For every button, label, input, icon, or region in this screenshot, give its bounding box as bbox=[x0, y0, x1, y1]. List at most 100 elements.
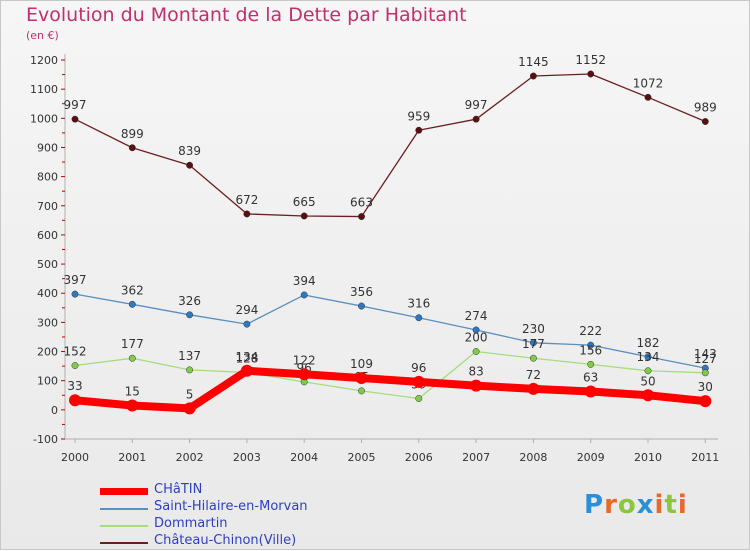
data-label-ch-tin: 33 bbox=[67, 379, 82, 393]
data-point-saint-hilaire-en-morvan bbox=[415, 314, 423, 322]
y-tick-label: 500 bbox=[37, 258, 58, 271]
data-point-ch-tin bbox=[69, 394, 81, 407]
y-tick-label: 600 bbox=[37, 229, 58, 242]
legend-swatch bbox=[100, 508, 148, 510]
legend-swatch bbox=[100, 488, 148, 495]
legend-label: Dommartin bbox=[154, 516, 228, 531]
series-line-ch-teau-chinon-ville bbox=[74, 73, 706, 218]
legend-swatch bbox=[100, 542, 148, 544]
data-label-ch-tin: 109 bbox=[350, 357, 373, 371]
data-point-ch-tin bbox=[126, 399, 139, 412]
data-point-saint-hilaire-en-morvan bbox=[243, 320, 251, 328]
x-tick-label: 2005 bbox=[348, 451, 376, 464]
series-line-ch-tin bbox=[71, 366, 710, 413]
data-label-saint-hilaire-en-morvan: 294 bbox=[235, 303, 258, 317]
data-label-ch-teau-chinon-ville: 672 bbox=[235, 193, 258, 207]
data-point-dommartin bbox=[71, 362, 79, 369]
x-tick-label: 2011 bbox=[691, 451, 719, 464]
y-tick-label: 700 bbox=[37, 200, 58, 213]
data-label-saint-hilaire-en-morvan: 316 bbox=[407, 297, 430, 311]
x-tick-label: 2008 bbox=[519, 451, 547, 464]
data-point-ch-teau-chinon-ville bbox=[415, 126, 423, 134]
data-point-saint-hilaire-en-morvan bbox=[529, 339, 537, 347]
chart-title: Evolution du Montant de la Dette par Hab… bbox=[26, 4, 467, 26]
data-point-ch-teau-chinon-ville bbox=[300, 212, 308, 220]
data-label-ch-tin: 72 bbox=[526, 368, 541, 382]
x-tick-label: 2003 bbox=[233, 451, 261, 464]
data-label-ch-teau-chinon-ville: 997 bbox=[465, 98, 488, 112]
data-point-ch-teau-chinon-ville bbox=[701, 118, 709, 125]
y-tick-label: 400 bbox=[37, 287, 58, 300]
data-label-ch-teau-chinon-ville: 997 bbox=[64, 98, 87, 112]
data-point-dommartin bbox=[128, 354, 136, 362]
legend-label: CHâTIN bbox=[154, 482, 203, 497]
data-label-saint-hilaire-en-morvan: 362 bbox=[121, 283, 144, 297]
data-label-ch-tin: 5 bbox=[186, 387, 194, 401]
y-tick-label: 1100 bbox=[30, 83, 58, 96]
data-point-ch-teau-chinon-ville bbox=[358, 213, 365, 221]
data-label-dommartin: 177 bbox=[121, 337, 144, 351]
data-point-ch-tin bbox=[355, 372, 368, 385]
data-label-dommartin: 200 bbox=[465, 331, 488, 345]
data-label-dommartin: 127 bbox=[694, 352, 717, 366]
data-label-dommartin: 128 bbox=[235, 352, 258, 366]
data-label-ch-tin: 30 bbox=[698, 380, 713, 394]
data-label-saint-hilaire-en-morvan: 143 bbox=[694, 347, 717, 361]
x-tick-label: 2006 bbox=[405, 451, 433, 464]
x-tick-label: 2009 bbox=[577, 451, 605, 464]
data-label-ch-teau-chinon-ville: 1152 bbox=[575, 53, 606, 67]
data-label-ch-teau-chinon-ville: 899 bbox=[121, 127, 144, 141]
data-point-dommartin bbox=[472, 348, 480, 355]
data-label-ch-teau-chinon-ville: 665 bbox=[293, 195, 316, 209]
x-tick-label: 2001 bbox=[118, 451, 146, 464]
data-label-ch-tin: 122 bbox=[293, 353, 316, 367]
data-label-ch-tin: 134 bbox=[235, 350, 258, 364]
x-tick-label: 2000 bbox=[61, 451, 89, 464]
data-point-ch-tin bbox=[240, 364, 253, 377]
y-tick-label: 100 bbox=[37, 375, 58, 388]
data-point-dommartin bbox=[358, 387, 365, 395]
data-point-ch-tin bbox=[298, 368, 311, 381]
data-point-ch-teau-chinon-ville bbox=[243, 210, 251, 218]
data-point-saint-hilaire-en-morvan bbox=[71, 290, 79, 298]
data-point-dommartin bbox=[644, 367, 652, 375]
logo-letter: o bbox=[617, 490, 637, 520]
x-tick-label: 2004 bbox=[290, 451, 318, 464]
x-tick-label: 2010 bbox=[634, 451, 662, 464]
data-label-ch-tin: 96 bbox=[411, 361, 426, 375]
proxiti-logo: Proxiti bbox=[584, 490, 688, 520]
y-tick-label: 0 bbox=[51, 404, 58, 417]
x-tick-label: 2007 bbox=[462, 451, 490, 464]
logo-letter: t bbox=[664, 490, 678, 520]
logo-letter: i bbox=[677, 490, 688, 520]
data-label-saint-hilaire-en-morvan: 326 bbox=[178, 294, 201, 308]
data-point-dommartin bbox=[186, 366, 194, 374]
data-label-saint-hilaire-en-morvan: 356 bbox=[350, 285, 373, 299]
data-point-ch-tin bbox=[470, 379, 483, 392]
legend-swatch bbox=[100, 525, 148, 527]
data-label-ch-teau-chinon-ville: 989 bbox=[694, 101, 717, 115]
logo-letter: r bbox=[604, 490, 618, 520]
data-point-ch-teau-chinon-ville bbox=[128, 144, 136, 152]
data-label-ch-teau-chinon-ville: 663 bbox=[350, 196, 373, 210]
y-tick-label: 800 bbox=[37, 171, 58, 184]
data-point-dommartin bbox=[415, 395, 423, 402]
data-label-ch-tin: 63 bbox=[583, 370, 598, 384]
y-tick-label: 900 bbox=[37, 141, 58, 154]
data-point-ch-tin bbox=[699, 395, 712, 408]
y-tick-label: 1200 bbox=[30, 54, 58, 67]
data-label-saint-hilaire-en-morvan: 394 bbox=[293, 274, 316, 288]
data-point-saint-hilaire-en-morvan bbox=[472, 326, 480, 334]
data-label-saint-hilaire-en-morvan: 397 bbox=[64, 273, 87, 287]
x-tick-label: 2002 bbox=[176, 451, 204, 464]
y-tick-label: 300 bbox=[37, 316, 58, 329]
data-label-dommartin: 137 bbox=[178, 349, 201, 363]
data-label-ch-teau-chinon-ville: 839 bbox=[178, 144, 201, 158]
data-point-ch-teau-chinon-ville bbox=[186, 161, 194, 169]
data-point-dommartin bbox=[701, 369, 709, 377]
data-label-ch-teau-chinon-ville: 1072 bbox=[633, 76, 664, 90]
logo-letter: i bbox=[654, 490, 665, 520]
data-point-ch-teau-chinon-ville bbox=[529, 72, 537, 80]
